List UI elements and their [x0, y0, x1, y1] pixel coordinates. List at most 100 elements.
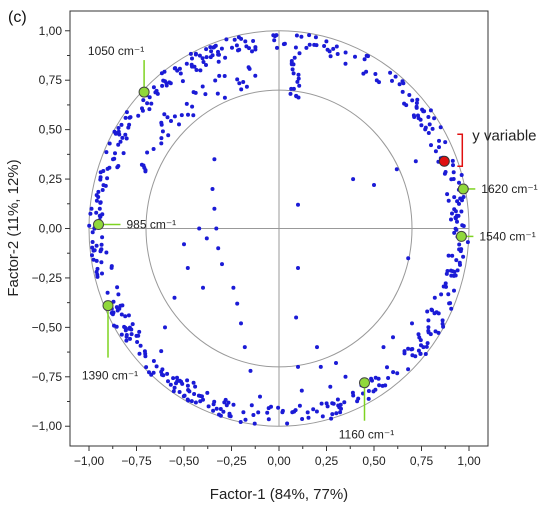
data-point	[185, 378, 190, 383]
data-point	[366, 396, 371, 401]
data-point	[391, 370, 396, 375]
data-point	[457, 260, 462, 265]
annotation-label: 1620 cm⁻¹	[481, 182, 537, 196]
data-point	[386, 376, 391, 380]
data-point	[271, 33, 276, 38]
data-point	[198, 394, 203, 398]
data-point	[335, 397, 340, 402]
data-point	[313, 35, 318, 40]
data-point	[433, 149, 438, 154]
data-point	[461, 254, 466, 259]
data-point	[291, 71, 296, 76]
data-point	[136, 333, 141, 338]
data-point	[179, 113, 184, 118]
data-point	[424, 344, 429, 349]
data-point	[226, 400, 231, 405]
data-point	[441, 324, 446, 329]
data-point	[107, 141, 112, 146]
data-point	[343, 374, 348, 379]
x-tick-label: 0,25	[315, 454, 339, 468]
data-point	[205, 390, 210, 395]
data-point	[105, 176, 110, 181]
x-axis-ticks: −1,00 −0,75 −0,50 −0,25 0,00 0,25 0,50 0,75 1,00	[74, 446, 481, 468]
data-point	[141, 98, 146, 103]
data-point	[155, 91, 160, 96]
data-point	[147, 107, 152, 112]
data-point	[235, 77, 240, 82]
data-point	[139, 162, 144, 167]
data-point	[385, 365, 389, 370]
data-point	[432, 116, 437, 121]
data-point	[177, 390, 182, 394]
data-point	[124, 338, 129, 343]
data-point	[87, 223, 92, 228]
y-variable-bracket	[457, 133, 464, 168]
data-point	[182, 393, 187, 398]
data-point	[180, 381, 185, 386]
data-point	[172, 114, 177, 119]
data-point	[222, 400, 227, 405]
data-point	[204, 236, 209, 241]
data-point	[335, 52, 340, 56]
data-point	[94, 243, 99, 248]
data-point	[177, 66, 182, 71]
data-point	[177, 122, 181, 127]
data-point	[89, 206, 94, 211]
data-point	[247, 46, 251, 51]
data-point	[437, 145, 441, 150]
data-point	[294, 33, 299, 38]
data-point	[443, 140, 448, 145]
data-point	[460, 198, 464, 203]
x-tick-label: −0,75	[121, 454, 152, 468]
data-point	[314, 409, 319, 414]
highlight-point	[138, 86, 150, 98]
data-point	[213, 78, 218, 83]
annotation-label: 1390 cm⁻¹	[82, 369, 138, 383]
data-point	[459, 173, 464, 177]
data-point	[159, 349, 164, 354]
data-point	[256, 410, 261, 415]
data-point	[373, 387, 378, 392]
data-point	[416, 332, 421, 337]
data-point	[429, 143, 433, 148]
data-point	[285, 421, 290, 426]
data-point	[151, 359, 156, 363]
data-point	[90, 230, 95, 235]
data-point	[328, 384, 333, 389]
data-point	[289, 62, 294, 67]
data-point	[307, 33, 312, 38]
data-point	[330, 412, 335, 417]
data-point	[129, 332, 134, 337]
data-point	[416, 348, 421, 353]
data-point	[94, 210, 99, 215]
data-point	[452, 230, 457, 235]
y-tick-label: −0,50	[32, 320, 63, 334]
data-point	[143, 354, 148, 359]
data-point	[135, 340, 140, 344]
data-point	[145, 150, 150, 155]
data-point	[443, 170, 448, 174]
data-point	[373, 72, 378, 76]
data-point	[90, 245, 95, 250]
data-point	[144, 365, 149, 370]
data-point	[338, 410, 343, 415]
data-point	[402, 349, 407, 354]
data-point	[147, 370, 151, 375]
data-point	[203, 92, 208, 97]
data-point	[159, 136, 164, 141]
data-point	[322, 44, 327, 48]
data-point	[426, 131, 431, 135]
data-point	[425, 341, 430, 346]
data-point	[159, 369, 164, 374]
data-point	[184, 61, 189, 66]
data-point	[443, 281, 448, 286]
data-point	[242, 345, 247, 350]
annotation-label: 1160 cm⁻¹	[339, 428, 394, 442]
data-point	[118, 139, 123, 144]
data-point	[421, 345, 426, 350]
data-point	[457, 247, 462, 252]
data-point	[192, 392, 197, 396]
data-point	[280, 410, 285, 415]
data-point	[116, 126, 121, 130]
